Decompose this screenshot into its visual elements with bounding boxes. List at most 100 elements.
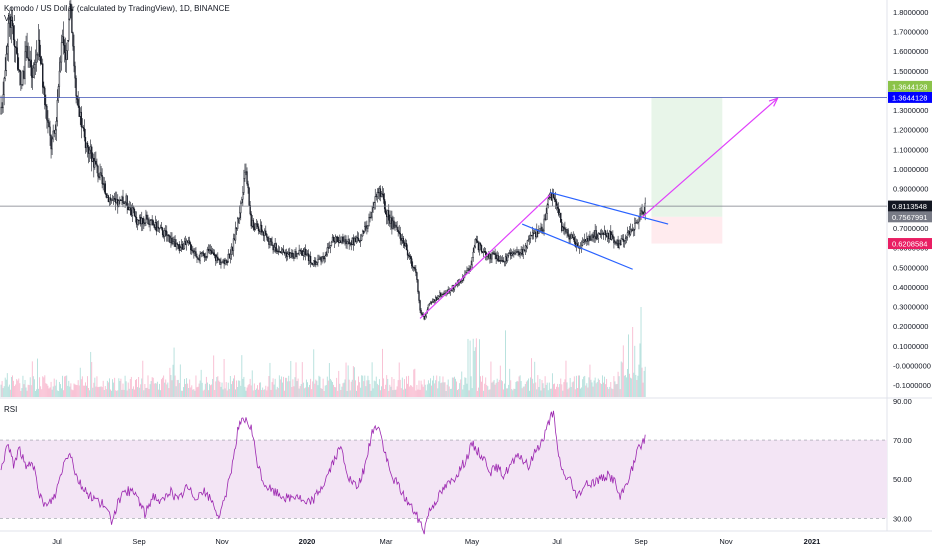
candle-body	[599, 233, 602, 235]
candle-body	[292, 252, 294, 258]
candle-body	[33, 64, 36, 69]
candle-body	[328, 247, 331, 249]
candle-body	[496, 255, 498, 260]
candle-body	[441, 293, 443, 297]
volume-bar	[375, 376, 377, 397]
time-axis[interactable]: Jul Sep Nov 2020 Mar May Jul Sep Nov 2021	[52, 537, 820, 546]
price-axis[interactable]: 1.80000001.70000001.60000001.50000001.40…	[888, 8, 932, 523]
volume-bar	[369, 384, 371, 397]
volume-bar	[305, 379, 307, 397]
volume-bar	[97, 387, 99, 397]
volume-bar	[41, 389, 43, 397]
volume-bar	[480, 376, 481, 397]
volume-bar	[193, 389, 195, 397]
price-label-box[interactable]	[888, 211, 932, 223]
volume-bar	[483, 390, 485, 397]
volume-bar	[77, 380, 79, 397]
volume-bar	[615, 384, 617, 397]
volume-bar	[544, 376, 546, 397]
volume-bar	[39, 377, 41, 397]
price-label-box[interactable]	[888, 80, 932, 92]
trend-drawings[interactable]	[0, 97, 887, 319]
candle-body	[625, 237, 628, 240]
candle-body	[268, 241, 270, 245]
volume-bar	[452, 377, 454, 397]
volume-bar	[383, 378, 385, 397]
price-label-box[interactable]	[888, 91, 932, 103]
candle-body	[301, 250, 303, 256]
candle-body	[424, 316, 426, 320]
candle-body	[572, 237, 574, 239]
volume-bar	[200, 369, 202, 397]
candle-body	[283, 252, 286, 254]
candle-body	[591, 234, 593, 240]
candle-body	[241, 199, 243, 204]
volume-bar	[123, 389, 125, 397]
candle-body	[44, 87, 46, 106]
candle-body	[267, 237, 269, 242]
volume-bar	[68, 380, 70, 397]
volume-bar	[470, 376, 472, 397]
candle-body	[221, 261, 223, 263]
volume-bar	[505, 330, 506, 397]
volume-bar	[170, 375, 172, 397]
candle-body	[638, 216, 640, 223]
price-label-box[interactable]	[888, 200, 932, 212]
rsi-line	[0, 410, 646, 535]
volume-bar	[50, 381, 52, 397]
volume-bar	[607, 387, 609, 397]
volume-bar	[218, 380, 220, 397]
candle-body	[347, 239, 349, 243]
volume-label: Vol	[4, 14, 16, 23]
candle-body	[383, 199, 386, 210]
volume-bar	[534, 361, 536, 397]
candle-body	[510, 252, 512, 256]
candle-body	[317, 259, 319, 263]
volume-bar	[248, 383, 250, 397]
volume-bar	[516, 380, 518, 397]
volume-bar	[602, 375, 603, 397]
candle-body	[153, 224, 155, 228]
volume-bar	[140, 384, 142, 397]
volume-bar	[557, 383, 559, 397]
volume-bars	[0, 307, 646, 397]
candle-body	[368, 216, 370, 227]
candle-body	[72, 32, 74, 47]
volume-bar	[56, 390, 58, 397]
candle-body	[592, 234, 594, 239]
volume-bar	[629, 373, 631, 397]
volume-bar	[632, 327, 634, 397]
candle-body	[188, 240, 190, 243]
candle-body	[609, 230, 611, 239]
projection-arrow[interactable]	[640, 97, 778, 219]
volume-bar	[421, 384, 423, 397]
price-tick-label: 0.1000000	[893, 342, 928, 351]
volume-bar	[479, 339, 480, 397]
volume-bar	[314, 383, 316, 397]
volume-bar	[117, 390, 119, 397]
volume-bar	[149, 384, 151, 397]
candle-body	[478, 243, 481, 251]
volume-bar	[266, 390, 268, 397]
candle-body	[312, 262, 314, 265]
candle-body	[581, 241, 584, 246]
candle-body	[530, 235, 533, 237]
volume-bar	[217, 376, 219, 397]
volume-bar	[451, 377, 453, 397]
candle-body	[541, 226, 543, 232]
candle-body	[516, 251, 518, 253]
candle-body	[389, 220, 391, 224]
stop-zone	[651, 216, 723, 244]
trend-line[interactable]	[419, 194, 551, 319]
volume-bar	[624, 375, 626, 397]
volume-bar	[583, 376, 585, 397]
candle-body	[603, 230, 606, 235]
volume-bar	[411, 385, 413, 397]
volume-bar	[37, 358, 38, 397]
candle-body	[208, 249, 211, 252]
price-label-box[interactable]	[888, 238, 932, 250]
channel-lower-line[interactable]	[521, 223, 633, 270]
channel-upper-line[interactable]	[550, 192, 669, 225]
volume-bar	[38, 388, 40, 397]
